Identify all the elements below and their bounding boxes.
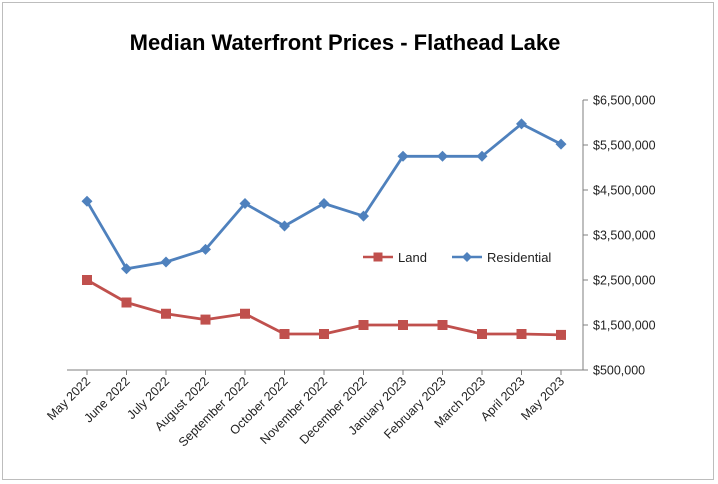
data-point-land [161, 308, 171, 319]
data-point-residential [239, 198, 251, 209]
data-point-land [516, 329, 527, 339]
data-point-land [398, 320, 408, 330]
data-point-residential [81, 195, 93, 207]
data-point-residential [121, 263, 132, 275]
data-point-residential [160, 256, 172, 268]
data-point-land [200, 314, 211, 325]
data-point-land [319, 329, 329, 339]
y-tick-label: $4,500,000 [593, 184, 656, 198]
chart-frame [2, 2, 714, 480]
chart-title: Median Waterfront Prices - Flathead Lake [130, 30, 561, 55]
series-line-residential [85, 122, 562, 271]
y-tick-label: $6,500,000 [593, 94, 656, 108]
legend-label-residential: Residential [487, 250, 551, 265]
y-tick-label: $3,500,000 [593, 229, 656, 243]
data-point-residential [358, 210, 369, 222]
data-point-residential [397, 150, 409, 162]
data-point-residential [516, 118, 527, 130]
legend-residential-marker [462, 252, 472, 262]
data-point-land [477, 329, 487, 339]
data-point-residential [318, 198, 330, 209]
data-point-residential [555, 138, 567, 150]
data-point-land [358, 320, 369, 330]
x-tick-label: December 2022 [297, 374, 370, 447]
data-point-residential [279, 220, 290, 232]
x-tick-label: September 2022 [176, 374, 251, 449]
data-point-residential [200, 243, 211, 255]
series-line-land [86, 278, 562, 337]
data-point-land [121, 297, 132, 308]
legend: Land Residential [363, 250, 551, 265]
y-tick-label: $500,000 [593, 364, 645, 378]
x-tick-label: May 2023 [518, 374, 567, 423]
y-tick-label: $1,500,000 [593, 319, 656, 333]
data-point-land [279, 329, 290, 339]
legend-land-marker [373, 252, 383, 262]
y-tick-label: $5,500,000 [593, 139, 656, 153]
data-point-land [240, 308, 250, 319]
y-tick-label: $2,500,000 [593, 274, 656, 288]
x-tick-label: November 2022 [257, 374, 330, 447]
data-point-land [82, 275, 92, 285]
axis-layer: $500,000 $1,500,000 $2,500,000 $3,500,000 $4… [44, 94, 655, 450]
data-point-residential [476, 150, 488, 162]
series-layer [81, 118, 567, 340]
data-point-land [437, 320, 448, 330]
legend-label-land: Land [398, 250, 427, 265]
data-point-land [556, 329, 566, 340]
data-point-residential [437, 150, 448, 162]
